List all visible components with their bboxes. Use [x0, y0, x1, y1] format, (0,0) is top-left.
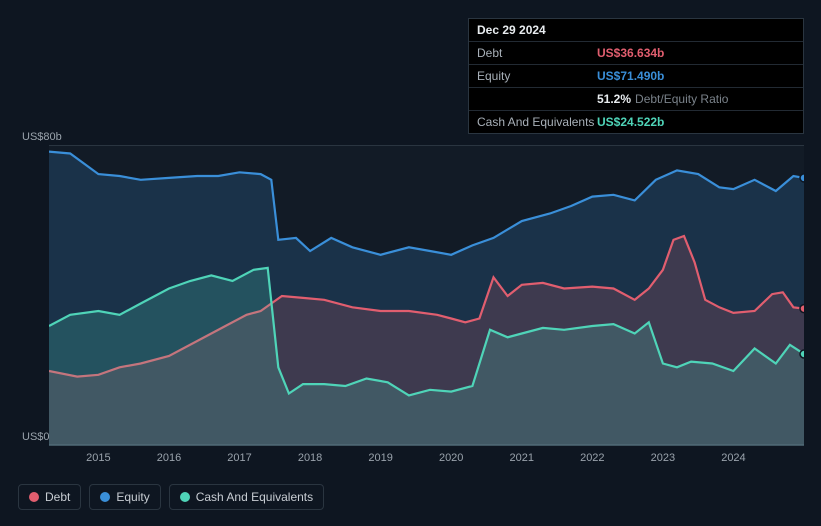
- tooltip-date-row: Dec 29 2024: [469, 19, 803, 42]
- legend-label: Equity: [116, 490, 149, 504]
- legend-label: Debt: [45, 490, 70, 504]
- series-marker-cash-and-equivalents: [800, 350, 804, 358]
- legend-swatch: [29, 492, 39, 502]
- tooltip-row: EquityUS$71.490b: [469, 65, 803, 88]
- legend-item-debt[interactable]: Debt: [18, 484, 81, 510]
- tooltip-row-label: Cash And Equivalents: [477, 115, 597, 129]
- y-axis-label: US$0: [22, 431, 50, 443]
- tooltip-row: DebtUS$36.634b: [469, 42, 803, 65]
- y-axis-label: US$80b: [22, 131, 62, 143]
- x-axis-tick: 2018: [298, 452, 322, 464]
- legend-swatch: [100, 492, 110, 502]
- legend-swatch: [180, 492, 190, 502]
- chart-legend: Debt Equity Cash And Equivalents: [18, 484, 324, 510]
- tooltip-row-value: US$71.490b: [597, 69, 664, 83]
- chart-container: Dec 29 2024 DebtUS$36.634bEquityUS$71.49…: [0, 0, 821, 526]
- tooltip-row-value: US$24.522b: [597, 115, 664, 129]
- tooltip-row: Cash And EquivalentsUS$24.522b: [469, 111, 803, 133]
- tooltip-row-label: [477, 92, 597, 106]
- x-axis-tick: 2019: [368, 452, 392, 464]
- series-marker-equity: [800, 174, 804, 182]
- x-axis-tick: 2016: [157, 452, 181, 464]
- legend-item-cash-and-equivalents[interactable]: Cash And Equivalents: [169, 484, 324, 510]
- x-axis-tick: 2023: [651, 452, 675, 464]
- x-axis-tick: 2022: [580, 452, 604, 464]
- series-marker-debt: [800, 305, 804, 313]
- x-axis-tick: 2021: [510, 452, 534, 464]
- x-axis-tick: 2015: [86, 452, 110, 464]
- chart-svg: [49, 146, 804, 446]
- x-axis-tick: 2024: [721, 452, 745, 464]
- legend-label: Cash And Equivalents: [196, 490, 313, 504]
- tooltip-row-label: Equity: [477, 69, 597, 83]
- tooltip-row-value: US$36.634b: [597, 46, 664, 60]
- x-axis-tick: 2020: [439, 452, 463, 464]
- tooltip-date: Dec 29 2024: [477, 23, 546, 37]
- x-axis-tick: 2017: [227, 452, 251, 464]
- tooltip-row-value: 51.2%: [597, 92, 631, 106]
- legend-item-equity[interactable]: Equity: [89, 484, 160, 510]
- tooltip-row-label: Debt: [477, 46, 597, 60]
- chart-plot-area[interactable]: [49, 145, 804, 445]
- chart-tooltip: Dec 29 2024 DebtUS$36.634bEquityUS$71.49…: [468, 18, 804, 134]
- tooltip-row-suffix: Debt/Equity Ratio: [635, 92, 728, 106]
- tooltip-row: 51.2% Debt/Equity Ratio: [469, 88, 803, 111]
